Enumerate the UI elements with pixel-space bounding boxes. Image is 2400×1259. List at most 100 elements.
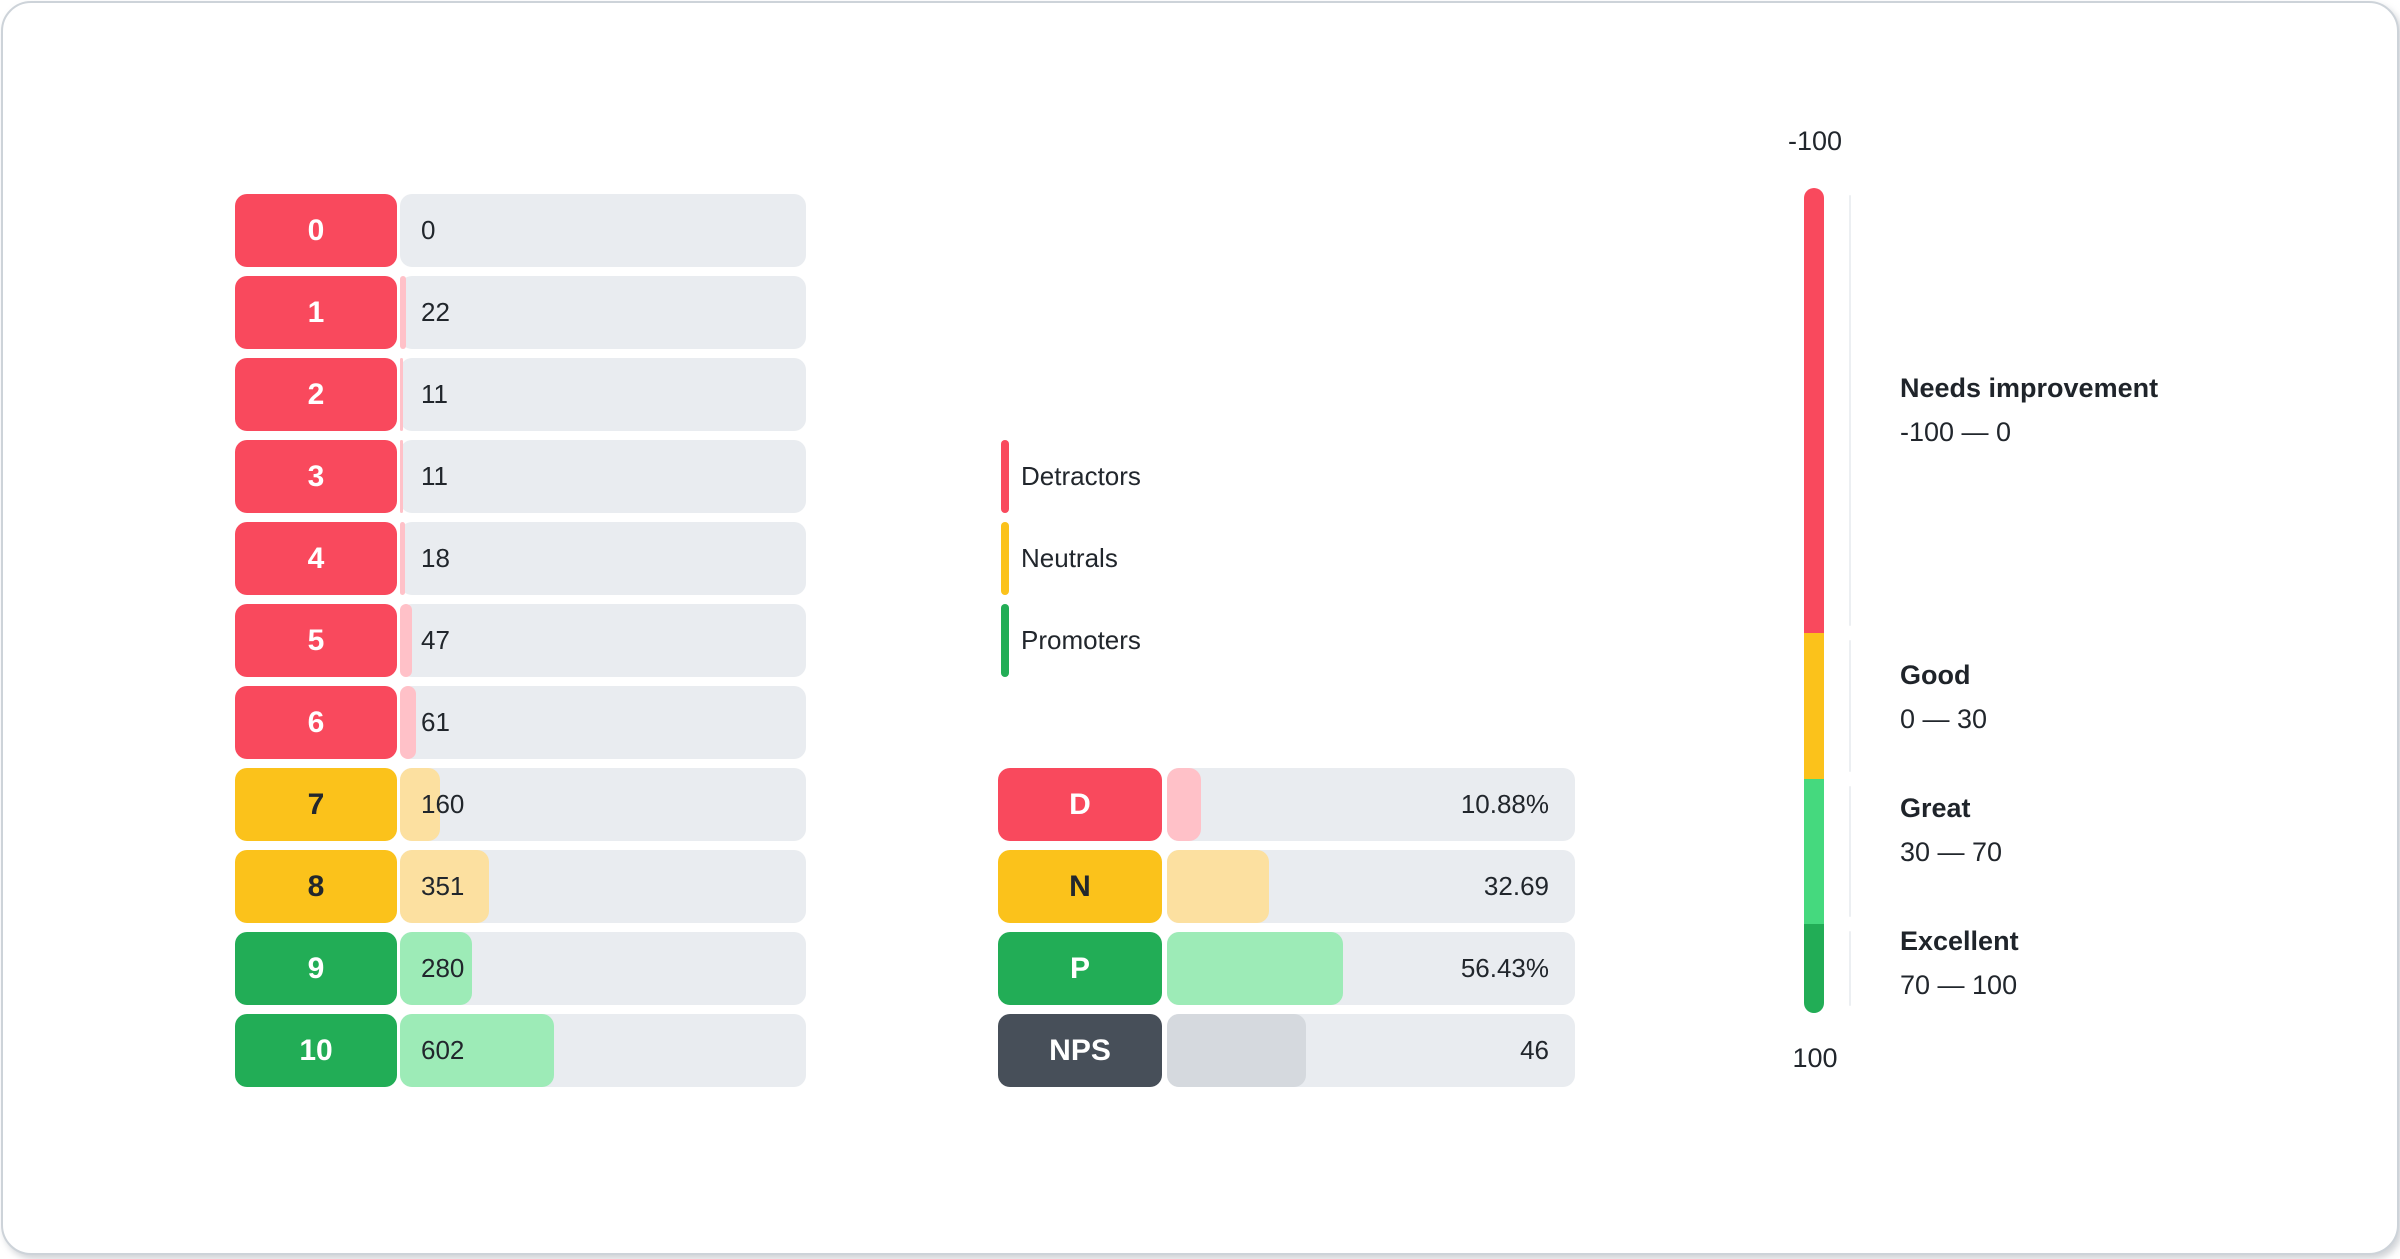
score-row-3: 3 11 (235, 440, 806, 513)
zone-title: Great (1900, 793, 1971, 823)
score-badge: 3 (235, 440, 397, 513)
promoters-color-pill (1001, 604, 1009, 677)
score-count: 11 (421, 379, 448, 409)
summary-track: 32.69 (1167, 850, 1575, 923)
score-track: 11 (400, 440, 806, 513)
gauge-zone-excellent: Excellent 70 — 100 (1900, 924, 2019, 1002)
summary-value: 56.43% (1460, 953, 1549, 983)
zone-range: 0 — 30 (1900, 704, 1988, 734)
score-fill (400, 1014, 554, 1087)
score-fill (400, 358, 403, 431)
score-track: 0 (400, 194, 806, 267)
gauge-rail (1849, 195, 1851, 626)
zone-range: -100 — 0 (1900, 417, 2012, 447)
score-badge: 4 (235, 522, 397, 595)
score-row-8: 8 351 (235, 850, 806, 923)
summary-badge: NPS (998, 1014, 1162, 1087)
score-fill (400, 522, 405, 595)
legend-item-detractors: Detractors (1001, 440, 1141, 513)
summary-badge: P (998, 932, 1162, 1005)
legend-label: Promoters (1021, 625, 1141, 655)
zone-title: Excellent (1900, 926, 2019, 956)
score-row-5: 5 47 (235, 604, 806, 677)
gauge-max-positive-label: 100 (1792, 1043, 1838, 1073)
score-fill (400, 768, 440, 841)
gauge-segment-needs-improvement (1804, 188, 1824, 633)
summary-track: 10.88% (1167, 768, 1575, 841)
score-count: 47 (421, 625, 450, 655)
summary-track: 46 (1167, 1014, 1575, 1087)
score-count: 0 (421, 215, 436, 245)
gauge-zone-needs-improvement: Needs improvement -100 — 0 (1900, 371, 2158, 449)
neutrals-color-pill (1001, 522, 1009, 595)
score-badge: 5 (235, 604, 397, 677)
summary-value: 10.88% (1460, 789, 1549, 819)
score-track: 22 (400, 276, 806, 349)
gauge-bar (1804, 188, 1824, 1013)
summary-track: 56.43% (1167, 932, 1575, 1005)
gauge-rail (1849, 931, 1851, 1006)
score-fill (400, 686, 416, 759)
gauge-zone-great: Great 30 — 70 (1900, 791, 2002, 869)
gauge-zone-good: Good 0 — 30 (1900, 658, 1987, 736)
score-count: 61 (421, 707, 450, 737)
score-row-6: 6 61 (235, 686, 806, 759)
gauge-segment-excellent (1804, 924, 1824, 1013)
legend-label: Neutrals (1021, 543, 1118, 573)
summary-badge: N (998, 850, 1162, 923)
zone-title: Needs improvement (1900, 373, 2159, 403)
score-row-7: 7 160 (235, 768, 806, 841)
score-badge: 1 (235, 276, 397, 349)
score-count: 280 (421, 953, 465, 983)
score-fill (400, 850, 489, 923)
score-fill (400, 604, 412, 677)
summary-fill (1167, 768, 1201, 841)
gauge-rail (1849, 640, 1851, 772)
score-count: 22 (421, 297, 450, 327)
score-row-1: 1 22 (235, 276, 806, 349)
score-fill (400, 440, 403, 513)
score-badge: 9 (235, 932, 397, 1005)
score-badge: 2 (235, 358, 397, 431)
summary-row-nps: NPS 46 (998, 1014, 1575, 1087)
legend-label: Detractors (1021, 461, 1141, 491)
score-row-10: 10 602 (235, 1014, 806, 1087)
score-track: 602 (400, 1014, 806, 1087)
score-fill (400, 932, 472, 1005)
score-count: 18 (421, 543, 450, 573)
gauge-segment-good (1804, 633, 1824, 779)
score-badge: 8 (235, 850, 397, 923)
summary-row-detractors: D 10.88% (998, 768, 1575, 841)
score-row-4: 4 18 (235, 522, 806, 595)
zone-title: Good (1900, 660, 1971, 690)
score-row-2: 2 11 (235, 358, 806, 431)
score-track: 47 (400, 604, 806, 677)
score-count: 11 (421, 461, 448, 491)
score-track: 18 (400, 522, 806, 595)
score-row-9: 9 280 (235, 932, 806, 1005)
zone-range: 70 — 100 (1900, 970, 2018, 1000)
score-track: 280 (400, 932, 806, 1005)
gauge-segment-great (1804, 779, 1824, 924)
legend-item-promoters: Promoters (1001, 604, 1141, 677)
legend-item-neutrals: Neutrals (1001, 522, 1118, 595)
summary-row-promoters: P 56.43% (998, 932, 1575, 1005)
score-badge: 10 (235, 1014, 397, 1087)
score-count: 351 (421, 871, 465, 901)
score-count: 602 (421, 1035, 465, 1065)
score-track: 160 (400, 768, 806, 841)
score-count: 160 (421, 789, 465, 819)
score-badge: 6 (235, 686, 397, 759)
gauge-rail (1849, 786, 1851, 917)
summary-value: 46 (1520, 1035, 1549, 1065)
detractors-color-pill (1001, 440, 1009, 513)
gauge-max-negative-label: -100 (1787, 126, 1843, 156)
score-fill (400, 276, 406, 349)
score-badge: 0 (235, 194, 397, 267)
summary-fill (1167, 850, 1269, 923)
score-track: 11 (400, 358, 806, 431)
summary-fill (1167, 932, 1343, 1005)
summary-value: 32.69 (1483, 871, 1549, 901)
score-row-0: 0 0 (235, 194, 806, 267)
